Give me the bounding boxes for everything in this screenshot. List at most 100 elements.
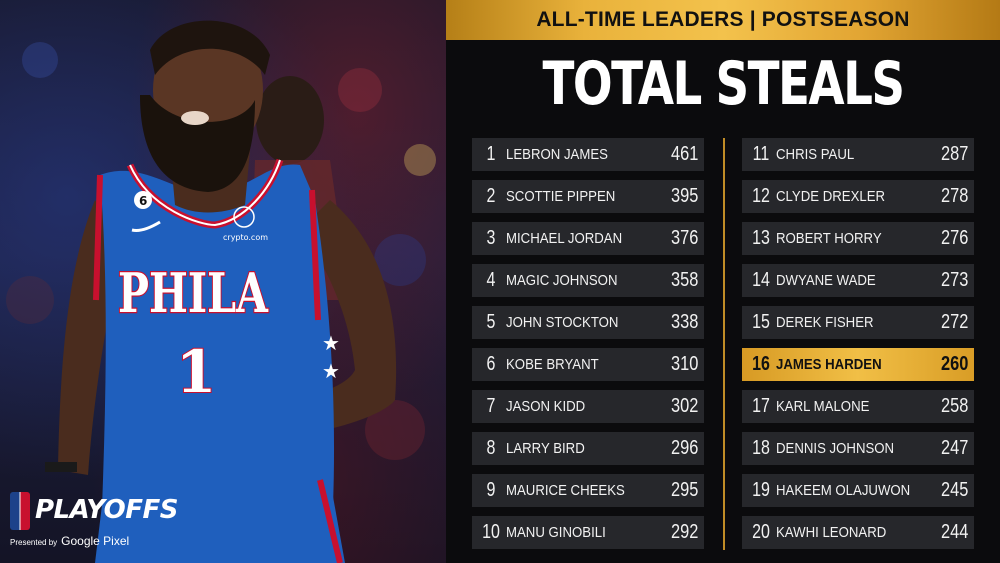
leader-name: ROBERT HORRY: [776, 230, 882, 247]
leader-steals: 358: [670, 269, 698, 291]
leader-rank: 4: [486, 269, 496, 291]
leader-steals: 245: [940, 479, 968, 501]
svg-text:★: ★: [322, 331, 340, 355]
leader-steals: 273: [940, 269, 968, 291]
jersey-sponsor: crypto.com: [223, 233, 268, 242]
leader-steals: 247: [940, 437, 968, 459]
leader-rank: 15: [752, 311, 770, 333]
leader-name: HAKEEM OLAJUWON: [776, 482, 911, 499]
player-illustration: ★ ★ PHILA 1 crypto.com 6: [6, 20, 436, 563]
leader-name: LARRY BIRD: [506, 440, 585, 457]
leader-rank: 9: [486, 479, 496, 501]
player-photo: ★ ★ PHILA 1 crypto.com 6 PLAYOFFS Presen…: [0, 0, 446, 563]
leader-row: 18 DENNIS JOHNSON 247: [742, 432, 974, 465]
leader-row: 7 JASON KIDD 302: [472, 390, 704, 423]
leader-name: LEBRON JAMES: [506, 146, 608, 163]
leader-steals: 292: [670, 521, 698, 543]
leader-steals: 295: [670, 479, 698, 501]
leader-name: KOBE BRYANT: [506, 356, 599, 373]
leader-row: 5 JOHN STOCKTON 338: [472, 306, 704, 339]
sponsor-name: Google Pixel: [61, 534, 130, 548]
leader-row: 10 MANU GINOBILI 292: [472, 516, 704, 549]
leader-row: 17 KARL MALONE 258: [742, 390, 974, 423]
jersey-text: PHILA: [118, 261, 269, 325]
leader-rank: 6: [486, 353, 496, 375]
jersey-patch-number: 6: [139, 194, 147, 208]
leader-name: KARL MALONE: [776, 398, 870, 415]
leaderboard-panel: ALL-TIME LEADERS | POSTSEASON TOTAL STEA…: [446, 0, 1000, 563]
leader-name: MAURICE CHEEKS: [506, 482, 625, 499]
leader-name: DWYANE WADE: [776, 272, 876, 289]
leader-row: 6 KOBE BRYANT 310: [472, 348, 704, 381]
leader-rank: 2: [486, 185, 496, 207]
stat-title: TOTAL STEALS: [542, 49, 906, 119]
playoffs-label: PLAYOFFS: [35, 495, 179, 525]
leader-row: 4 MAGIC JOHNSON 358: [472, 264, 704, 297]
leader-steals: 278: [940, 185, 968, 207]
leader-row: 9 MAURICE CHEEKS 295: [472, 474, 704, 507]
leader-name: JOHN STOCKTON: [506, 314, 619, 331]
leader-name: MICHAEL JORDAN: [506, 230, 623, 247]
leader-row: 12 CLYDE DREXLER 278: [742, 180, 974, 213]
leader-rank: 19: [752, 479, 770, 501]
leader-name: JAMES HARDEN: [776, 356, 882, 373]
column-divider: [723, 138, 725, 550]
leader-name: CLYDE DREXLER: [776, 188, 886, 205]
leader-name: CHRIS PAUL: [776, 146, 855, 163]
leader-rank: 13: [752, 227, 770, 249]
leader-row-highlighted: 16 JAMES HARDEN 260: [742, 348, 974, 381]
leader-name: MAGIC JOHNSON: [506, 272, 618, 289]
leader-steals: 376: [670, 227, 698, 249]
leader-name: MANU GINOBILI: [506, 524, 606, 541]
leader-steals: 276: [940, 227, 968, 249]
leader-steals: 260: [940, 353, 968, 375]
leader-rank: 18: [752, 437, 770, 459]
leader-row: 3 MICHAEL JORDAN 376: [472, 222, 704, 255]
leader-rank: 1: [486, 143, 496, 165]
leader-name: SCOTTIE PIPPEN: [506, 188, 616, 205]
leader-steals: 287: [940, 143, 968, 165]
leader-row: 8 LARRY BIRD 296: [472, 432, 704, 465]
leader-rank: 17: [752, 395, 770, 417]
presented-text: Presented by: [10, 538, 58, 547]
leader-row: 11 CHRIS PAUL 287: [742, 138, 974, 171]
leader-row: 1 LEBRON JAMES 461: [472, 138, 704, 171]
leader-rank: 11: [752, 143, 770, 165]
leader-name: DEREK FISHER: [776, 314, 874, 331]
leader-steals: 258: [940, 395, 968, 417]
leader-steals: 244: [940, 521, 968, 543]
nba-playoffs-branding: PLAYOFFS Presented by Google Pixel: [8, 490, 179, 556]
nba-logo-icon: [10, 492, 30, 530]
leader-row: 2 SCOTTIE PIPPEN 395: [472, 180, 704, 213]
leader-rank: 14: [752, 269, 770, 291]
leader-row: 14 DWYANE WADE 273: [742, 264, 974, 297]
leader-name: DENNIS JOHNSON: [776, 440, 895, 457]
leader-name: KAWHI LEONARD: [776, 524, 887, 541]
leader-steals: 302: [670, 395, 698, 417]
leader-rank: 5: [486, 311, 496, 333]
svg-text:★: ★: [322, 359, 340, 383]
leaders-column-right: 11 CHRIS PAUL 287 12 CLYDE DREXLER 278 13 ROBER…: [742, 138, 974, 558]
leader-row: 15 DEREK FISHER 272: [742, 306, 974, 339]
leader-steals: 296: [670, 437, 698, 459]
leader-rank: 10: [482, 521, 500, 543]
leader-rank: 20: [752, 521, 770, 543]
leader-rank: 8: [486, 437, 496, 459]
leader-rank: 7: [486, 395, 496, 417]
leader-rank: 16: [752, 353, 770, 375]
leader-steals: 338: [670, 311, 698, 333]
leader-row: 19 HAKEEM OLAJUWON 245: [742, 474, 974, 507]
leader-rank: 12: [752, 185, 770, 207]
leaders-column-left: 1 LEBRON JAMES 461 2 SCOTTIE PIPPEN 395 3 MICHA…: [472, 138, 704, 558]
leaders-banner: ALL-TIME LEADERS | POSTSEASON: [446, 0, 1000, 40]
leader-steals: 272: [940, 311, 968, 333]
leader-steals: 395: [670, 185, 698, 207]
presented-by-label: Presented by Google Pixel: [10, 534, 129, 550]
leader-name: JASON KIDD: [506, 398, 586, 415]
leader-rank: 3: [486, 227, 496, 249]
leader-steals: 310: [670, 353, 698, 375]
jersey-number: 1: [176, 338, 216, 406]
leader-row: 20 KAWHI LEONARD 244: [742, 516, 974, 549]
leader-row: 13 ROBERT HORRY 276: [742, 222, 974, 255]
leader-steals: 461: [670, 143, 698, 165]
